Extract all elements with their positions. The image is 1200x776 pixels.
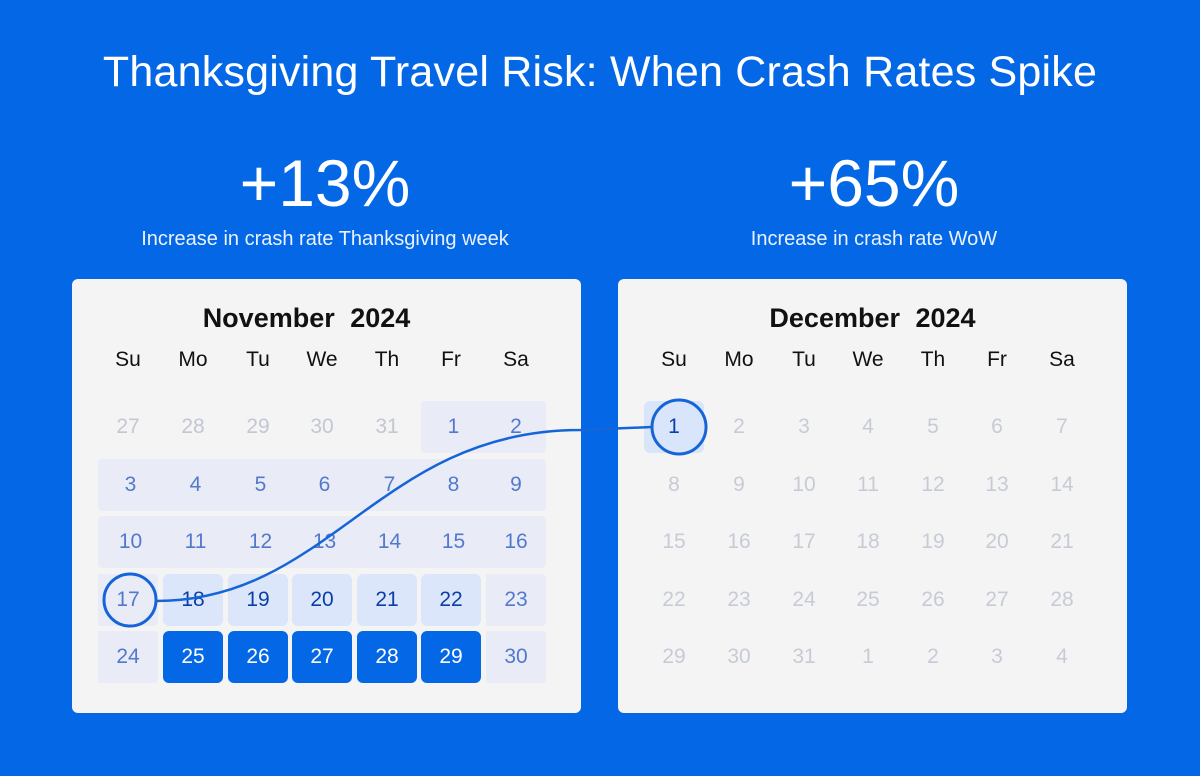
calendar-day-december-29: 29: [662, 645, 686, 668]
stat-value: +13%: [239, 146, 411, 220]
calendar-day-november-4: 4: [163, 459, 228, 511]
weekday-label: Th: [920, 348, 946, 371]
weekday-label: Tu: [792, 348, 816, 371]
weekday-label: Sa: [1049, 348, 1075, 371]
calendar-day-december-6: 6: [991, 415, 1003, 438]
calendar-day-november-24: 24: [98, 631, 158, 683]
calendar-day-november-15: 15: [421, 516, 486, 568]
weekday-label: Mo: [178, 348, 208, 371]
calendar-day-november-20: 20: [292, 574, 352, 626]
calendar-day-december-7: 7: [1056, 415, 1068, 438]
weekday-label: Fr: [987, 348, 1007, 371]
weekday-label: We: [852, 348, 884, 371]
calendar-day-december-2: 2: [733, 415, 745, 438]
calendar-day-december-19: 19: [921, 530, 945, 553]
calendar-day-november-10: 10: [98, 516, 163, 568]
weekday-label: Su: [115, 348, 141, 371]
calendar-day-december-3: 3: [991, 645, 1003, 668]
calendar-day-december-12: 12: [921, 473, 945, 496]
calendar-day-november-14: 14: [357, 516, 422, 568]
calendar-day-december-28: 28: [1050, 588, 1074, 611]
weekday-label: Mo: [724, 348, 754, 371]
calendar-day-december-30: 30: [727, 645, 751, 668]
calendar-day-november-28: 28: [357, 631, 417, 683]
calendar-day-december-25: 25: [856, 588, 880, 611]
calendar-day-december-10: 10: [792, 473, 816, 496]
calendar-day-november-13: 13: [292, 516, 357, 568]
calendar-day-december-16: 16: [727, 530, 751, 553]
calendar-day-december-13: 13: [985, 473, 1009, 496]
calendar-day-december-9: 9: [733, 473, 745, 496]
calendar-day-december-4: 4: [862, 415, 874, 438]
calendar-day-november-26: 26: [228, 631, 288, 683]
weekday-label: Fr: [441, 348, 461, 371]
calendar-day-december-17: 17: [792, 530, 816, 553]
calendar-day-november-30: 30: [486, 631, 546, 683]
calendar-day-november-25: 25: [163, 631, 223, 683]
calendar-december: December 2024 Su Mo Tu We Th Fr Sa 1 2 3 4 5 6 7 8 9 10…: [618, 279, 1127, 713]
calendar-day-december-21: 21: [1050, 530, 1074, 553]
calendar-november: November 2024 Su Mo Tu We Th Fr Sa 27 28 29 30 31 1…: [72, 279, 581, 713]
stat-value: +65%: [788, 146, 960, 220]
stat-thanksgiving-week: +13% Increase in crash rate Thanksgiving…: [45, 148, 605, 251]
calendar-day-november-30: 30: [310, 415, 334, 438]
calendar-day-november-21: 21: [357, 574, 417, 626]
calendar-day-november-9: 9: [486, 459, 546, 511]
calendar-day-november-2: 2: [486, 401, 546, 453]
calendar-day-december-5: 5: [927, 415, 939, 438]
calendar-day-november-31: 31: [375, 415, 399, 438]
calendar-day-december-8: 8: [668, 473, 680, 496]
weekday-label: We: [306, 348, 338, 371]
weekday-label: Sa: [503, 348, 529, 371]
calendar-day-december-24: 24: [792, 588, 816, 611]
calendar-day-november-6: 6: [292, 459, 357, 511]
calendar-day-november-16: 16: [486, 516, 546, 568]
stat-label: Increase in crash rate Thanksgiving week: [141, 228, 509, 250]
calendar-day-november-29: 29: [421, 631, 481, 683]
calendar-day-november-17: 17: [98, 574, 158, 626]
calendar-day-november-1: 1: [421, 401, 486, 453]
calendar-title: December 2024: [769, 303, 976, 333]
calendar-day-november-23: 23: [486, 574, 546, 626]
calendar-day-november-11: 11: [163, 516, 228, 568]
calendar-day-december-27: 27: [985, 588, 1009, 611]
calendar-day-december-15: 15: [662, 530, 686, 553]
calendar-title: November 2024: [202, 303, 411, 333]
calendar-day-december-2: 2: [927, 645, 939, 668]
weekday-label: Su: [661, 348, 687, 371]
calendar-day-december-22: 22: [662, 588, 686, 611]
calendar-day-december-26: 26: [921, 588, 945, 611]
calendar-day-december-1: 1: [644, 401, 704, 453]
calendar-day-november-19: 19: [228, 574, 288, 626]
calendar-day-november-18: 18: [163, 574, 223, 626]
calendar-day-november-5: 5: [228, 459, 293, 511]
calendar-day-november-28: 28: [181, 415, 205, 438]
calendar-day-december-4: 4: [1056, 645, 1068, 668]
page-title: Thanksgiving Travel Risk: When Crash Rat…: [102, 48, 1098, 96]
calendar-day-december-11: 11: [857, 473, 879, 496]
calendar-day-november-29: 29: [246, 415, 270, 438]
weekday-label: Th: [374, 348, 400, 371]
calendar-day-november-8: 8: [421, 459, 486, 511]
weekday-label: Tu: [246, 348, 270, 371]
calendar-day-november-7: 7: [357, 459, 422, 511]
calendar-day-december-23: 23: [727, 588, 751, 611]
stat-label: Increase in crash rate WoW: [750, 228, 998, 250]
calendar-day-december-31: 31: [792, 645, 816, 668]
calendar-day-november-22: 22: [421, 574, 481, 626]
stat-wow: +65% Increase in crash rate WoW: [594, 148, 1154, 251]
calendar-day-december-18: 18: [856, 530, 880, 553]
calendar-day-november-27: 27: [116, 415, 140, 438]
calendar-day-december-14: 14: [1050, 473, 1074, 496]
calendar-day-november-3: 3: [98, 459, 163, 511]
calendar-day-december-3: 3: [798, 415, 810, 438]
calendar-day-november-27: 27: [292, 631, 352, 683]
calendar-day-november-12: 12: [228, 516, 293, 568]
calendar-day-december-20: 20: [985, 530, 1009, 553]
calendar-day-december-1: 1: [862, 645, 874, 668]
